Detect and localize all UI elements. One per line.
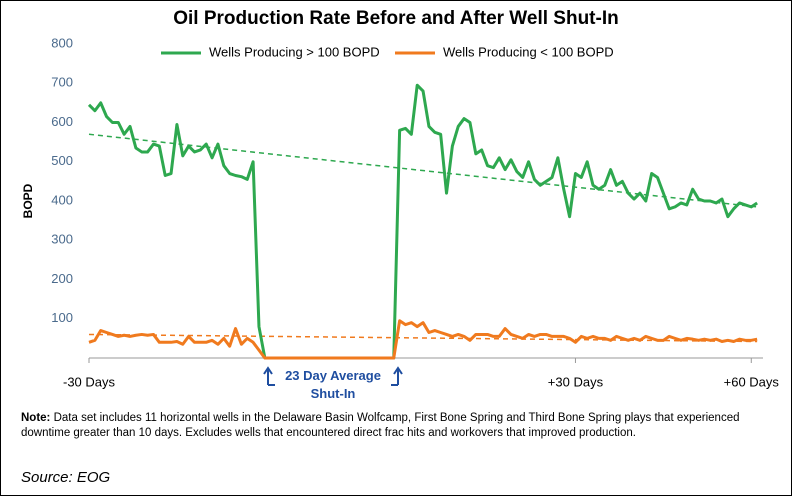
x-tick-label: +60 Days: [724, 374, 780, 389]
note-text: Data set includes 11 horizontal wells in…: [21, 412, 740, 439]
note-label: Note:: [21, 412, 51, 424]
legend-label: Wells Producing > 100 BOPD: [209, 44, 380, 59]
note: Note: Data set includes 11 horizontal we…: [21, 411, 781, 441]
x-tick-label: +30 Days: [548, 374, 604, 389]
y-tick-label: 600: [51, 114, 73, 129]
series-line: [87, 83, 758, 360]
trendline: [88, 333, 758, 343]
y-tick-label: 300: [51, 232, 73, 247]
y-axis-label: BOPD: [21, 183, 35, 218]
y-tick-label: 100: [51, 310, 73, 325]
x-tick-label: -30 Days: [63, 374, 116, 389]
shut-in-arrows: [263, 366, 403, 386]
y-tick-label: 800: [51, 35, 73, 50]
y-tick-label: 200: [51, 271, 73, 286]
y-tick-label: 400: [51, 192, 73, 207]
shut-in-annotation: 23 Day Average Shut-In: [285, 368, 381, 401]
source: Source: EOG: [21, 469, 111, 486]
legend-label: Wells Producing < 100 BOPD: [443, 44, 614, 59]
y-tick-label: 500: [51, 153, 73, 168]
series-line: [88, 319, 758, 360]
y-tick-label: 700: [51, 75, 73, 90]
chart-title: Oil Production Rate Before and After Wel…: [173, 8, 618, 29]
